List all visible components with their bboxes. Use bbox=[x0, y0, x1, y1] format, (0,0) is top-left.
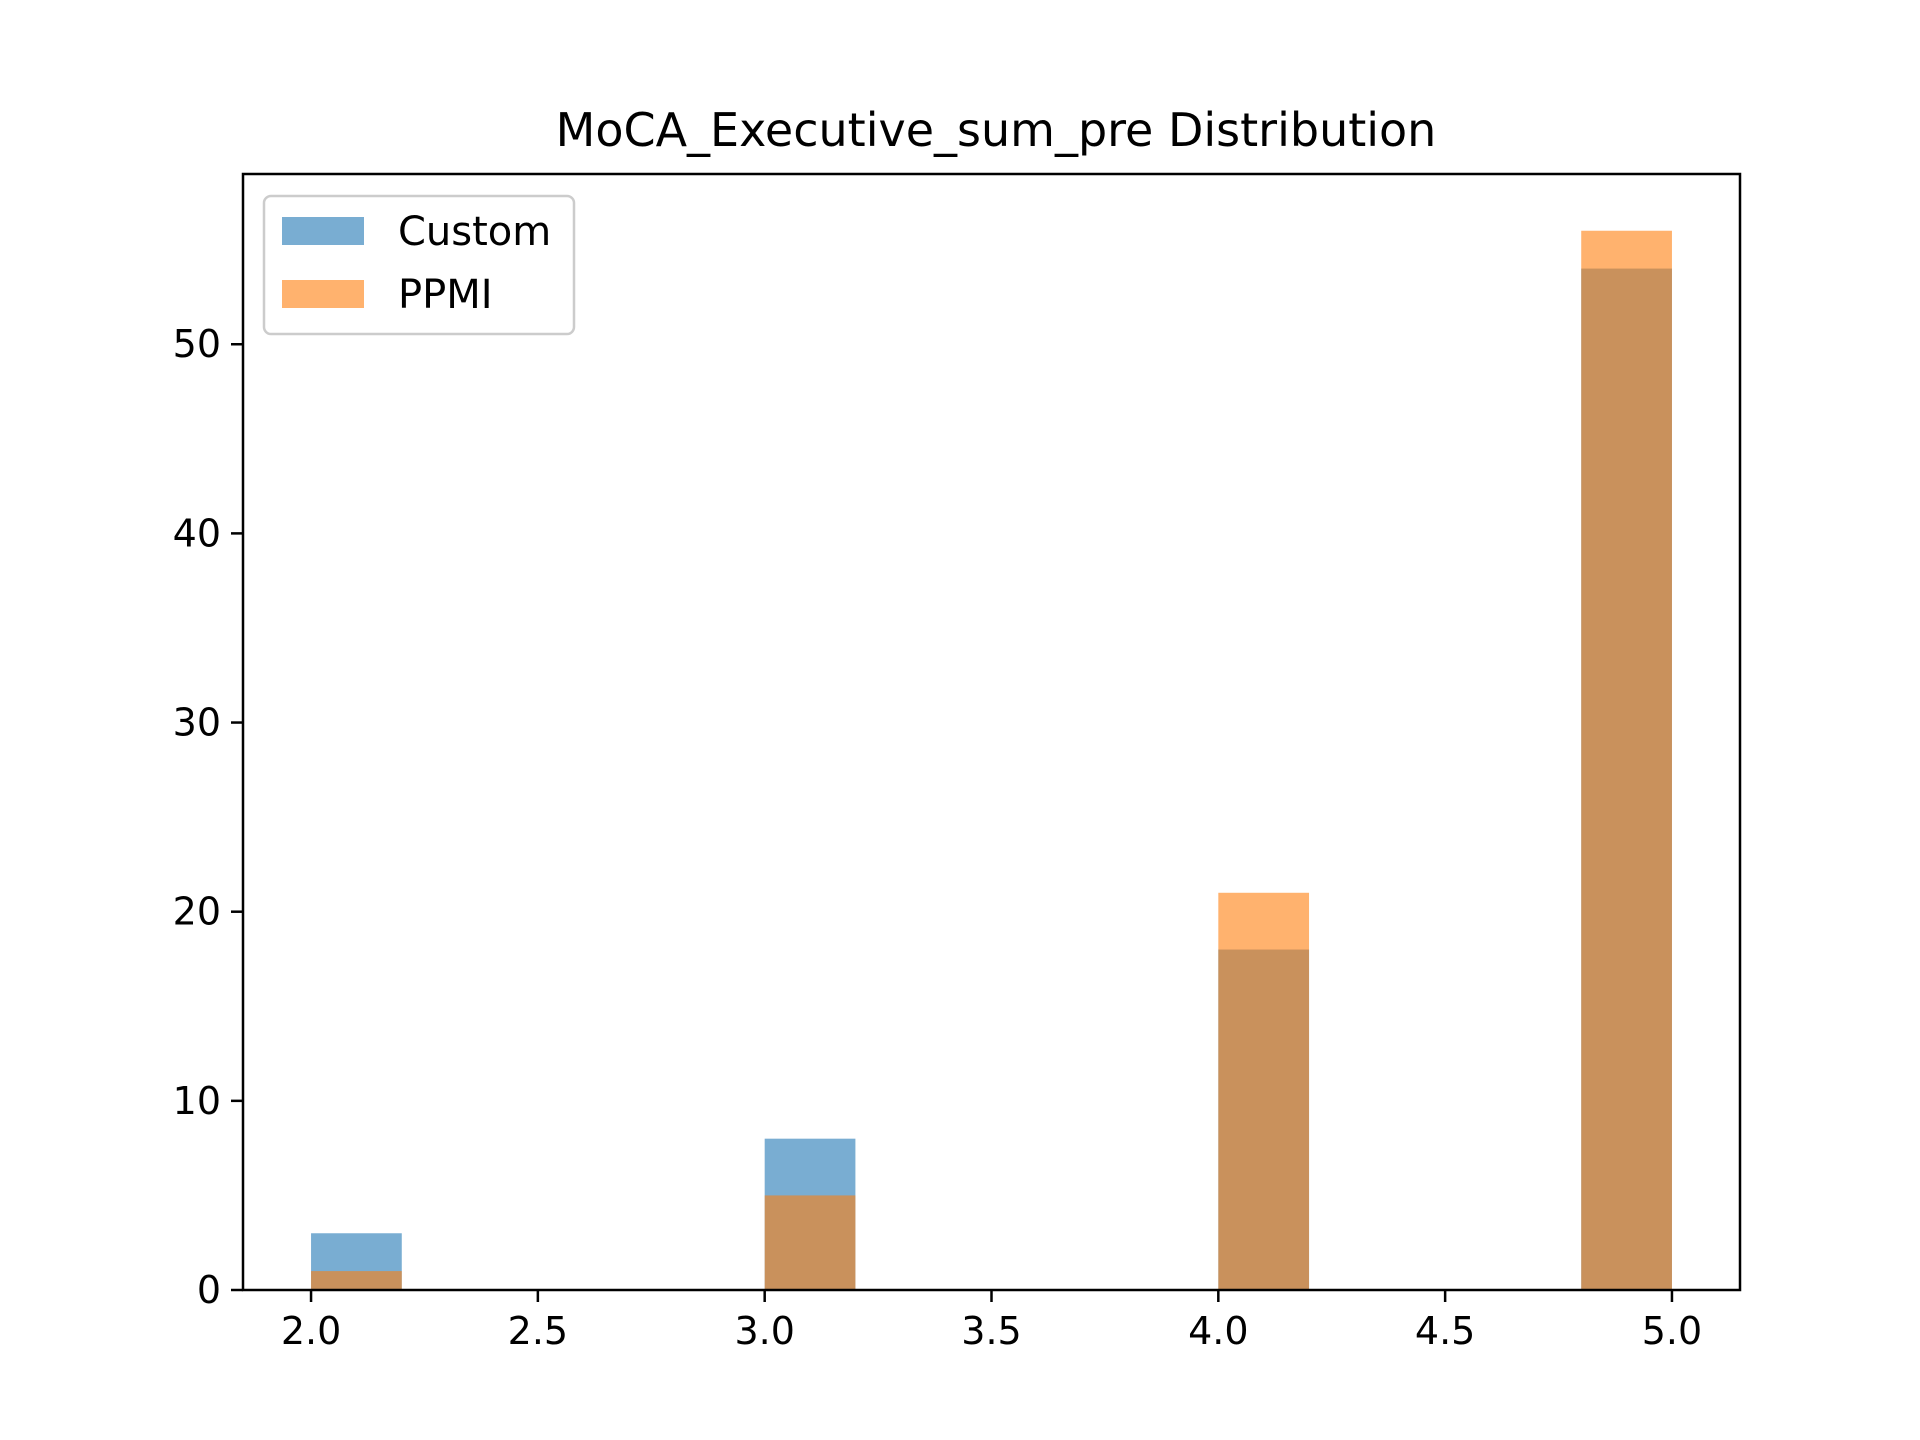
x-tick-label: 5.0 bbox=[1642, 1309, 1702, 1353]
chart-title: MoCA_Executive_sum_pre Distribution bbox=[556, 103, 1437, 157]
bar-ppmi-1 bbox=[764, 1195, 856, 1290]
x-tick-label: 3.5 bbox=[961, 1309, 1021, 1353]
y-tick-label: 10 bbox=[173, 1079, 221, 1123]
y-axis: 0 10 20 30 40 50 bbox=[173, 322, 243, 1312]
x-axis: 2.0 2.5 3.0 3.5 4.0 4.5 5.0 bbox=[281, 1290, 1702, 1353]
bar-ppmi-0 bbox=[311, 1271, 402, 1290]
plot-frame bbox=[241, 172, 1742, 1292]
legend-label-ppmi: PPMI bbox=[398, 272, 493, 318]
x-tick-label: 2.0 bbox=[281, 1309, 341, 1353]
y-tick-label: 20 bbox=[173, 890, 221, 934]
y-tick-label: 50 bbox=[173, 322, 221, 366]
y-tick-label: 40 bbox=[173, 511, 221, 555]
x-tick-label: 4.5 bbox=[1415, 1309, 1475, 1353]
legend-swatch-ppmi bbox=[282, 280, 364, 308]
y-tick-label: 0 bbox=[197, 1268, 221, 1312]
legend: Custom PPMI bbox=[262, 194, 576, 336]
y-tick-label: 30 bbox=[173, 701, 221, 745]
legend-label-custom: Custom bbox=[398, 209, 551, 255]
legend-swatch-custom bbox=[282, 217, 364, 245]
bar-ppmi-3 bbox=[1581, 230, 1672, 1291]
bar-ppmi-2 bbox=[1218, 892, 1310, 1290]
bars-layer bbox=[311, 230, 1672, 1291]
x-tick-label: 2.5 bbox=[508, 1309, 568, 1353]
x-tick-label: 4.0 bbox=[1188, 1309, 1248, 1353]
x-tick-label: 3.0 bbox=[734, 1309, 794, 1353]
